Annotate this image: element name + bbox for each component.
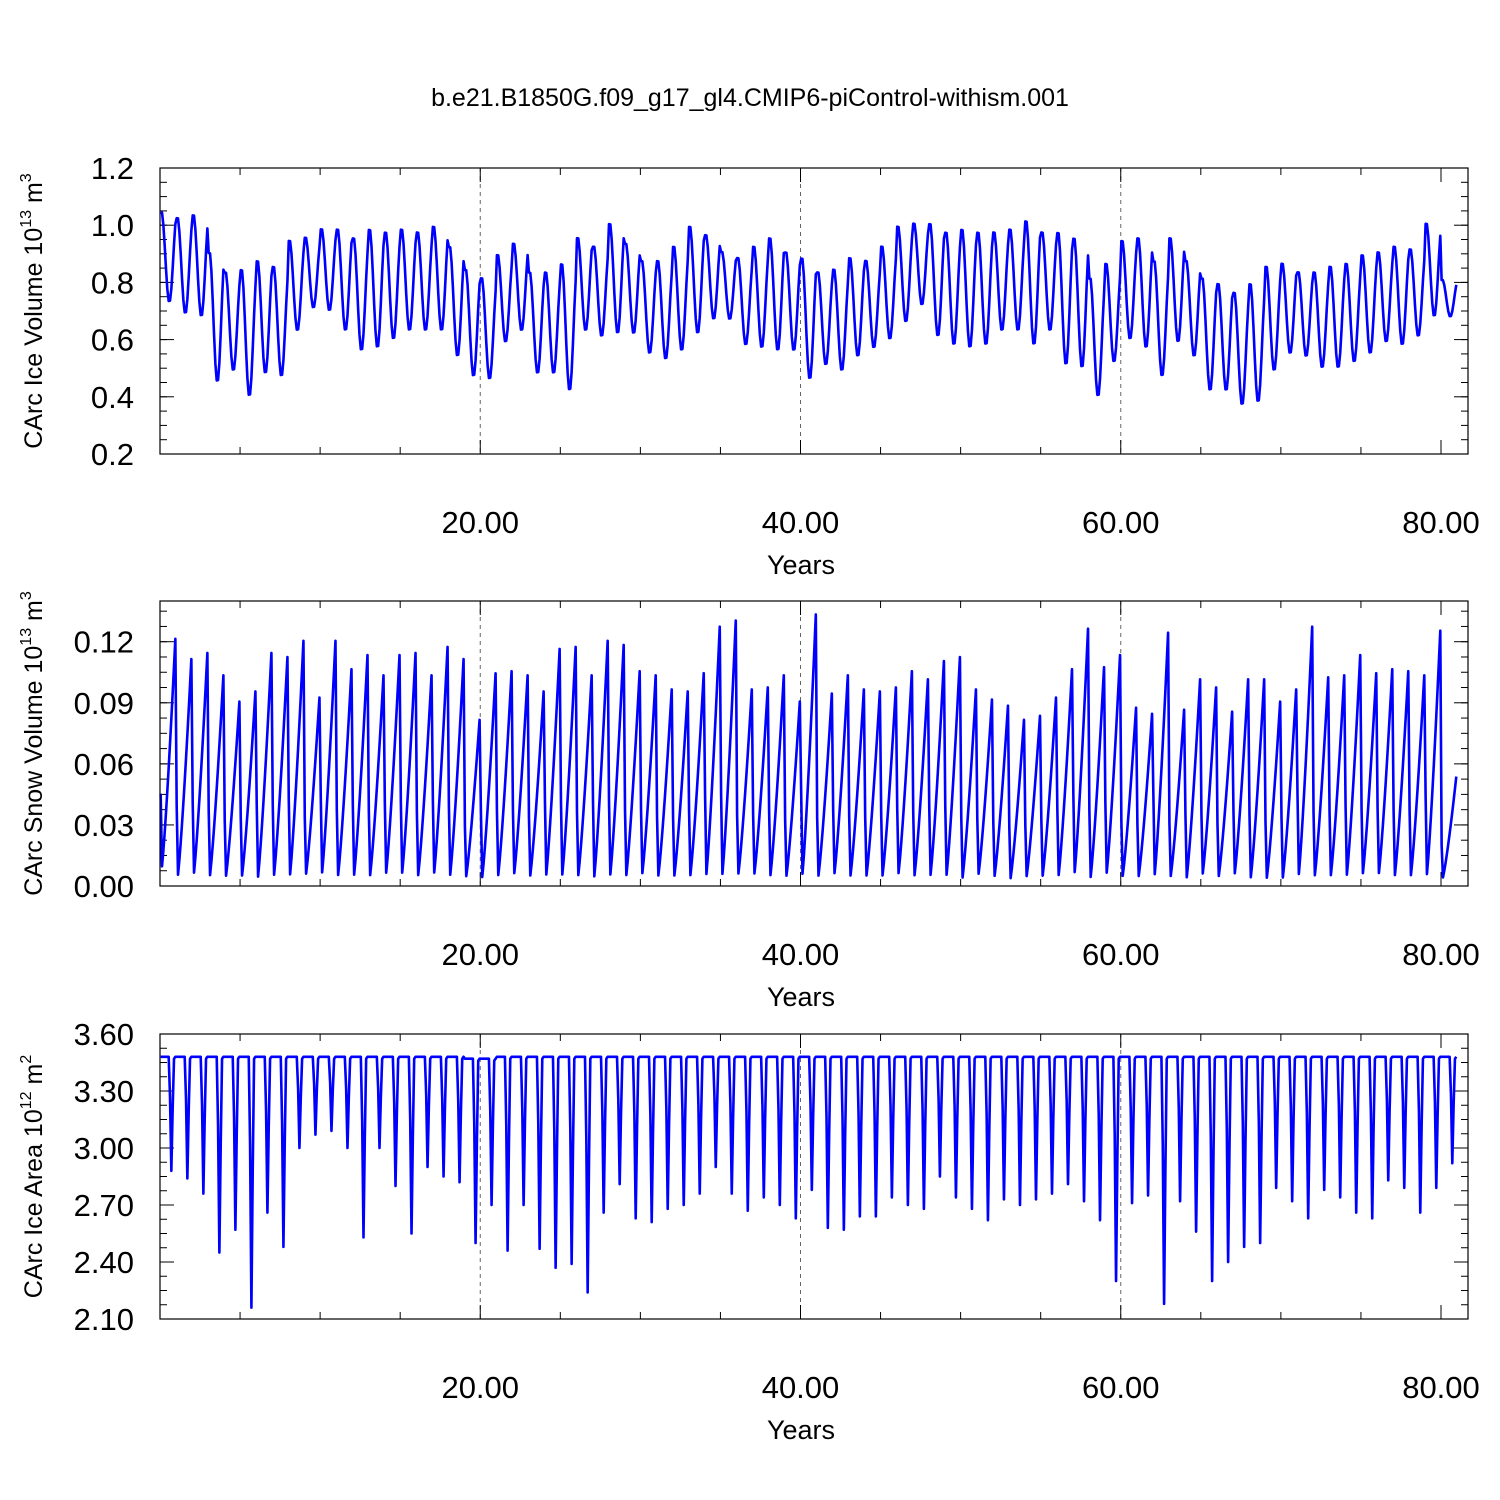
x-tick-label: 60.00 xyxy=(1082,937,1160,972)
panel-3: 20.00 40.00 60.00 80.00 Years 2.10 2.40 2.70 3.0… xyxy=(18,1017,1480,1445)
x-tick-label: 20.00 xyxy=(441,1370,519,1405)
y-tick-label: 0.09 xyxy=(74,686,134,721)
y-tick-label: 0.6 xyxy=(91,323,134,358)
y-tick-label: 1.2 xyxy=(91,151,134,186)
y-axis-label: CArc Ice Area 1012 m2 xyxy=(18,1055,48,1299)
x-tick-label: 20.00 xyxy=(441,937,519,972)
x-tick-label: 80.00 xyxy=(1402,937,1480,972)
figure-title: b.e21.B1850G.f09_g17_gl4.CMIP6-piControl… xyxy=(431,84,1069,112)
y-tick-label: 0.06 xyxy=(74,747,134,782)
x-tick-label: 20.00 xyxy=(441,505,519,540)
y-axis-label: CArc Snow Volume 1013 m3 xyxy=(18,591,48,896)
series-line xyxy=(159,613,1458,880)
panel-1: 20.00 40.00 60.00 80.00 Years 0.2 0.4 0.6 0.8 1.0… xyxy=(18,151,1480,580)
x-tick-label: 80.00 xyxy=(1402,505,1480,540)
y-tick-label: 1.0 xyxy=(91,208,134,243)
y-tick-label: 0.00 xyxy=(74,869,134,904)
x-tick-label: 40.00 xyxy=(762,937,840,972)
plot-frame xyxy=(159,1033,1469,1320)
series-line xyxy=(160,1055,1458,1309)
x-tick-label: 80.00 xyxy=(1402,1370,1480,1405)
series-line xyxy=(160,211,1458,405)
y-tick-label: 0.03 xyxy=(74,808,134,843)
x-tick-label: 60.00 xyxy=(1082,505,1160,540)
y-tick-label: 3.00 xyxy=(74,1131,134,1166)
y-tick-label: 0.12 xyxy=(74,625,134,660)
y-tick-label: 2.10 xyxy=(74,1302,134,1337)
x-tick-label: 40.00 xyxy=(762,505,840,540)
y-tick-label: 0.8 xyxy=(91,265,134,300)
y-tick-label: 0.4 xyxy=(91,380,134,415)
x-tick-label: 60.00 xyxy=(1082,1370,1160,1405)
x-axis-label: Years xyxy=(767,982,835,1012)
y-tick-label: 2.70 xyxy=(74,1188,134,1223)
panel-2: 20.00 40.00 60.00 80.00 Years 0.00 0.03 0.06 0.0… xyxy=(18,591,1480,1012)
y-tick-label: 2.40 xyxy=(74,1245,134,1280)
x-axis-label: Years xyxy=(767,550,835,580)
plot-frame xyxy=(159,167,1469,455)
y-tick-label: 3.30 xyxy=(74,1074,134,1109)
x-axis-label: Years xyxy=(767,1415,835,1445)
panels: 20.00 40.00 60.00 80.00 Years 0.2 0.4 0.6 0.8 1.0… xyxy=(18,151,1480,1445)
y-tick-label: 3.60 xyxy=(74,1017,134,1052)
y-axis-label: CArc Ice Volume 1013 m3 xyxy=(18,173,48,449)
plot-frame xyxy=(159,600,1469,887)
y-tick-label: 0.2 xyxy=(91,437,134,472)
x-tick-label: 40.00 xyxy=(762,1370,840,1405)
